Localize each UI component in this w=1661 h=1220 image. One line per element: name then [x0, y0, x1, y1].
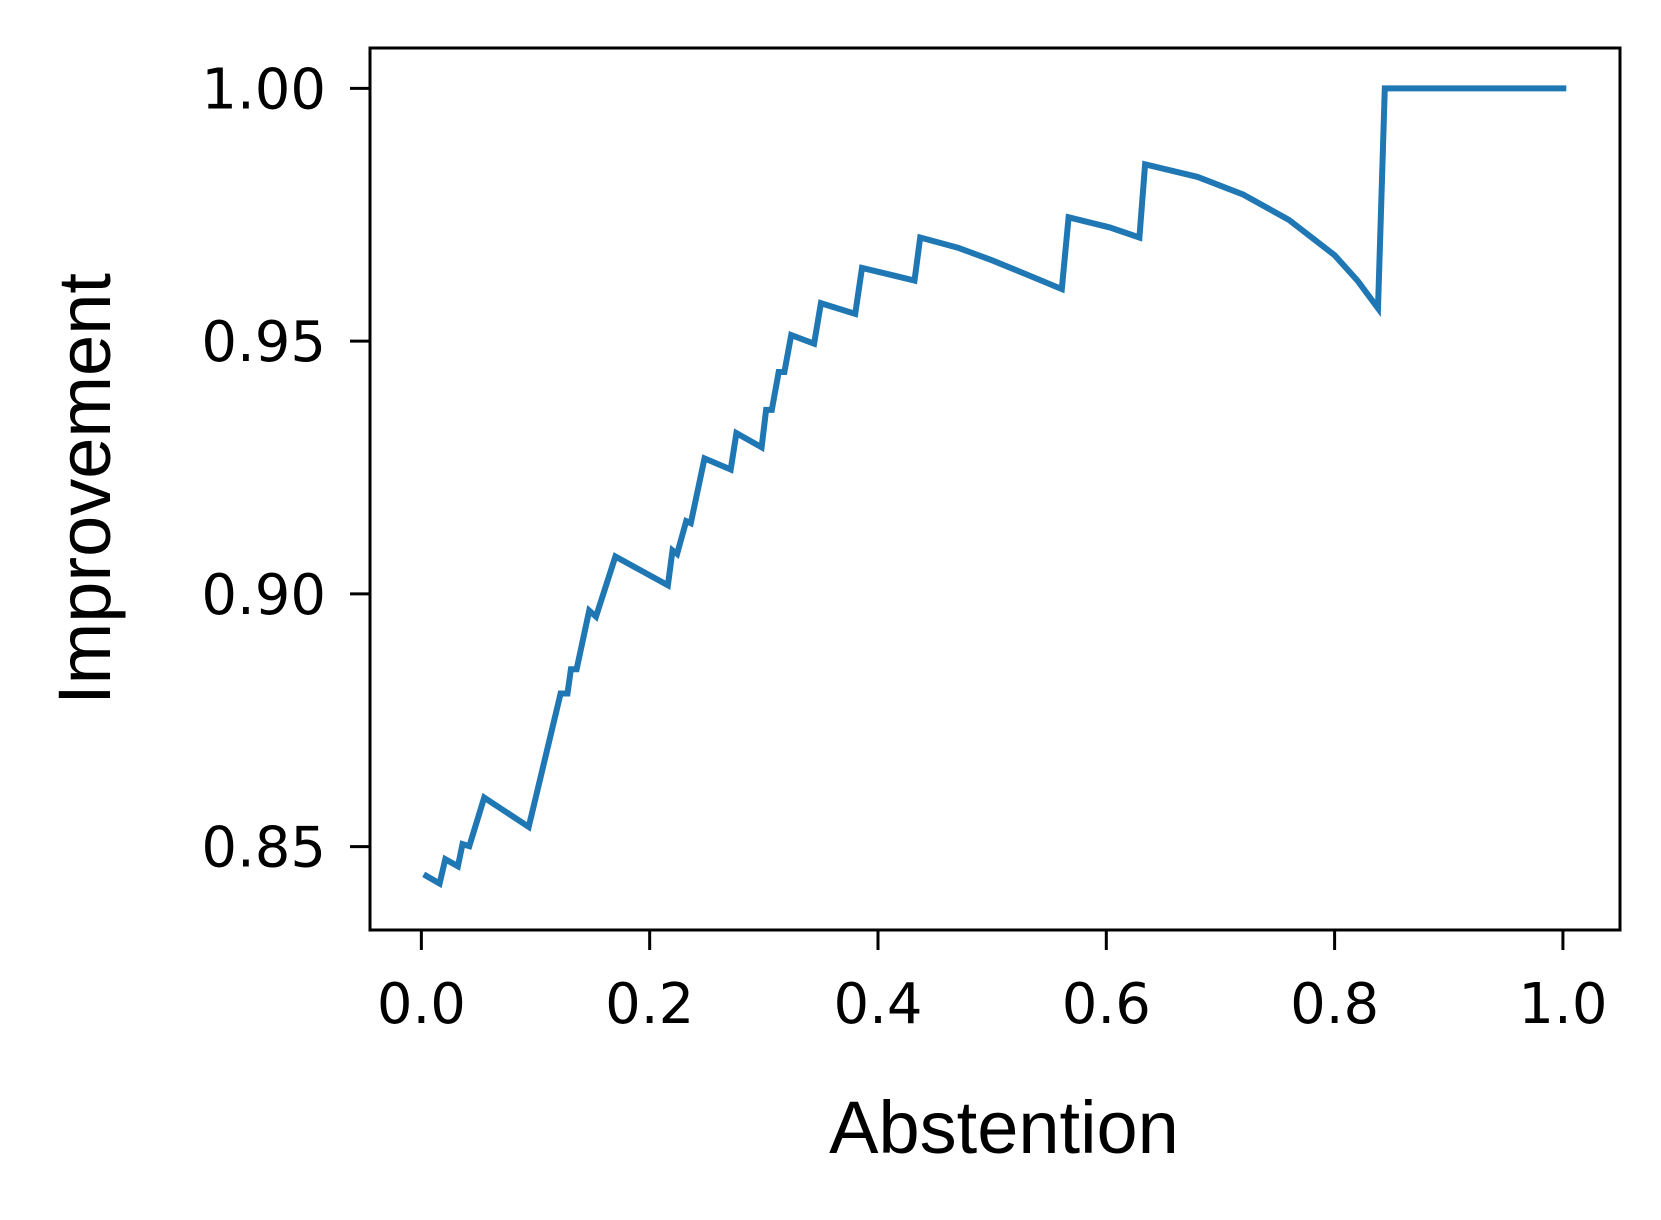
plot-frame — [368, 46, 1622, 932]
x-tick-label: 0.6 — [1062, 972, 1151, 1037]
x-tick-label: 0.0 — [377, 972, 466, 1037]
x-axis-ticks: 0.0 0.2 0.4 0.6 0.8 1.0 — [377, 930, 1607, 1037]
y-axis-label: Improvement — [43, 273, 126, 705]
y-tick-label: 1.00 — [201, 57, 326, 122]
plot-area — [370, 48, 1620, 930]
y-tick-label: 0.85 — [201, 816, 326, 881]
x-tick-label: 0.2 — [605, 972, 694, 1037]
x-tick-label: 0.8 — [1290, 972, 1379, 1037]
y-tick-label: 0.95 — [201, 310, 326, 375]
y-axis-ticks: 0.85 0.90 0.95 1.00 — [201, 57, 370, 881]
x-tick-label: 0.4 — [833, 972, 922, 1037]
x-axis-label: Abstention — [829, 1086, 1179, 1169]
y-tick-label: 0.90 — [201, 563, 326, 628]
series-line — [422, 85, 1567, 889]
x-tick-label: 1.0 — [1518, 972, 1607, 1037]
